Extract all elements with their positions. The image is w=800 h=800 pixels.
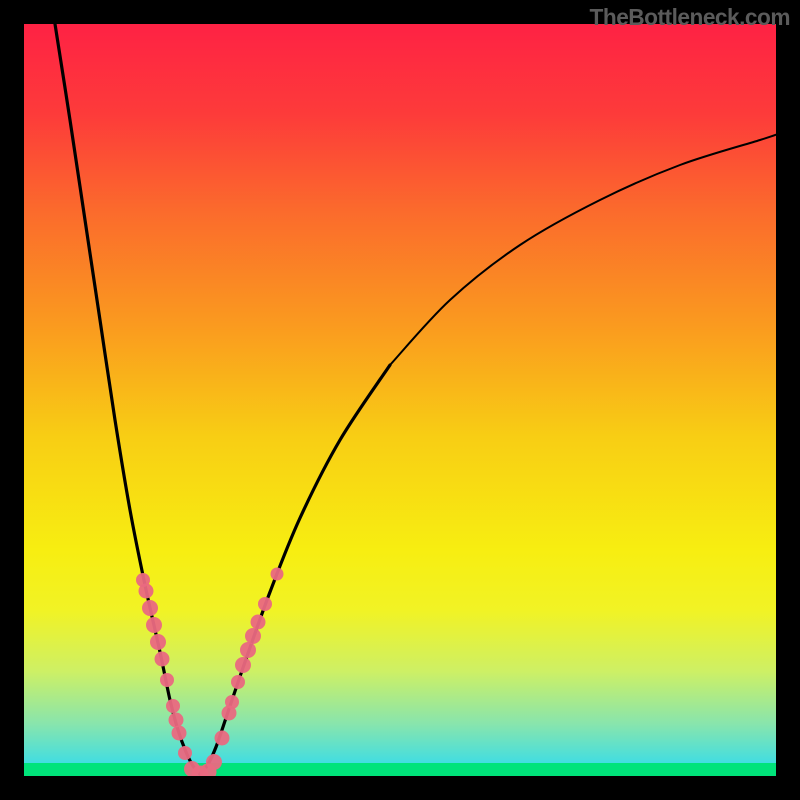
marker-dot: [236, 658, 251, 673]
watermark-text: TheBottleneck.com: [590, 4, 790, 31]
marker-dot: [147, 618, 162, 633]
marker-dot: [161, 674, 174, 687]
marker-dot: [143, 601, 158, 616]
marker-dot: [226, 696, 239, 709]
marker-dot: [167, 700, 180, 713]
marker-dot: [259, 598, 272, 611]
plot-area: [24, 24, 778, 782]
marker-dot: [151, 635, 166, 650]
marker-dot: [215, 731, 229, 745]
marker-dot: [251, 615, 265, 629]
marker-dot: [246, 629, 261, 644]
solid-green-band: [24, 763, 776, 776]
marker-dot: [169, 713, 183, 727]
figure-root: TheBottleneck.com: [0, 0, 800, 800]
chart-svg: [0, 0, 800, 800]
marker-dot: [179, 747, 192, 760]
marker-dot: [155, 652, 169, 666]
gradient-background: [24, 24, 776, 776]
marker-dot: [271, 568, 283, 580]
marker-dot: [232, 676, 245, 689]
marker-dot: [172, 726, 186, 740]
marker-dot: [241, 643, 256, 658]
marker-dot: [207, 755, 222, 770]
marker-dot: [139, 584, 153, 598]
